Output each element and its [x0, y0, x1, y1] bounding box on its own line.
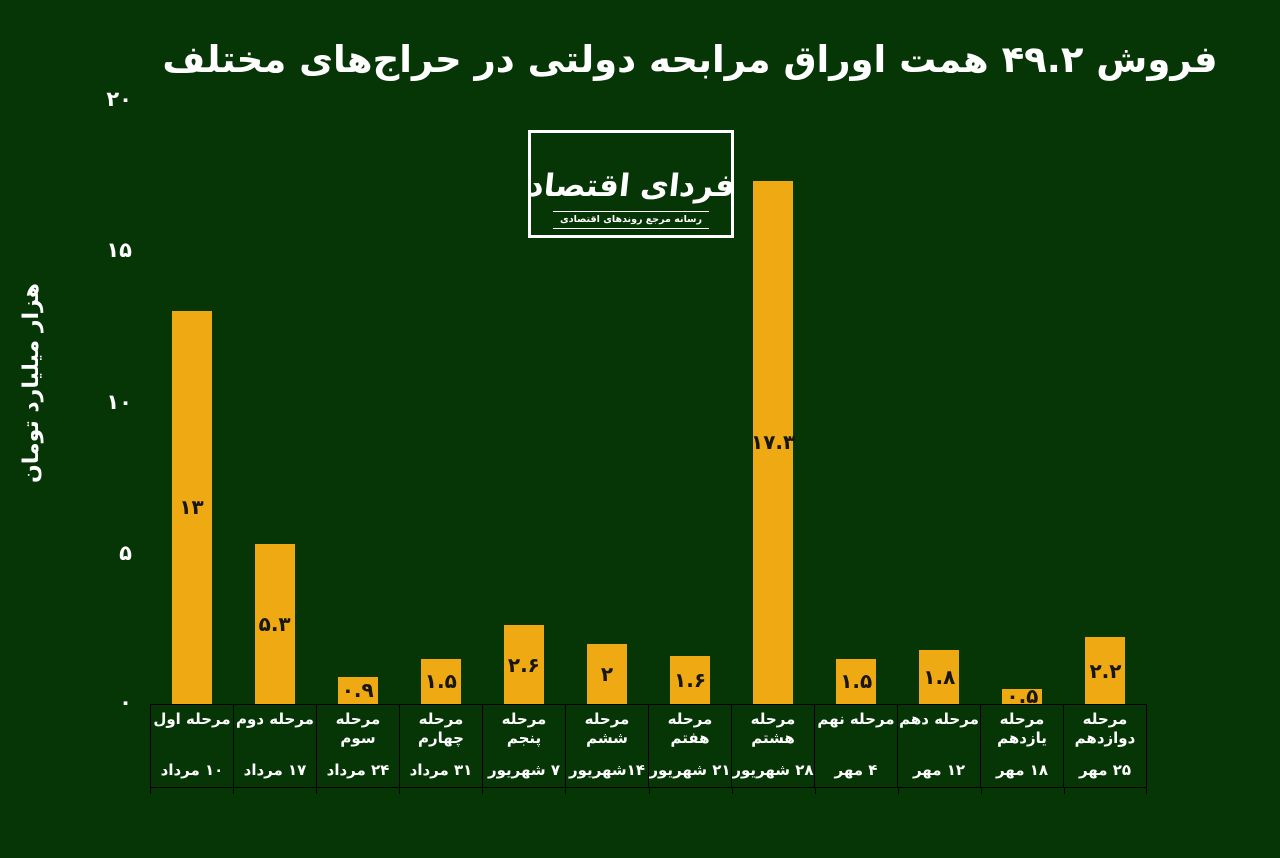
y-axis-label: هزار میلیارد تومان	[19, 283, 44, 483]
date-label: ۲۸ شهریور	[732, 761, 814, 780]
bar: ۱.۶	[670, 655, 711, 704]
x-category-cell: مرحله چهارم ۳۱ مرداد	[399, 705, 482, 787]
stage-label: مرحله دوم	[236, 710, 314, 728]
bar: ۱۷.۳	[751, 180, 796, 704]
date-label: ۲۴ مرداد	[326, 761, 390, 780]
axis-tick-stub	[731, 788, 733, 794]
x-category-cell: مرحله نهم ۴ مهر	[814, 705, 897, 787]
stage-label: مرحله پنجم	[501, 710, 547, 747]
axis-tick-stub	[1063, 788, 1065, 794]
bar-value-label: ۱.۵	[424, 669, 457, 694]
stage-label: مرحله هشتم	[750, 710, 796, 747]
bar-value-label: ۲.۲	[1089, 658, 1122, 683]
axis-tick-stub	[150, 788, 151, 794]
x-category-cell: مرحله اول ۱۰ مرداد	[151, 705, 233, 787]
bar-value-label: ۱.۶	[674, 667, 707, 692]
axis-tick-stub	[565, 788, 567, 794]
bar: ۱.۵	[836, 658, 877, 704]
date-label: ۴ مهر	[834, 761, 878, 780]
y-tick-label: ۱۵	[106, 238, 132, 263]
x-category-cell: مرحله دهم ۱۲ مهر	[897, 705, 980, 787]
bar: ۰.۵	[1002, 684, 1043, 708]
chart-title: فروش ۴۹.۲ همت اوراق مرابحه دولتی در حراج…	[162, 38, 1218, 81]
farda-eghtesad-logo: فردای اقتصاد رسانه مرجع روندهای اقتصادی	[525, 130, 737, 238]
bar-value-label: ۰.۹	[341, 678, 374, 703]
stage-label: مرحله دهم	[899, 710, 979, 728]
logo-tagline: رسانه مرجع روندهای اقتصادی	[560, 214, 702, 225]
date-label: ۲۵ مهر	[1078, 761, 1132, 780]
bar: ۱۳	[171, 310, 212, 704]
bar: ۱.۵	[420, 658, 461, 704]
bar: ۲	[586, 643, 627, 704]
stage-label: مرحله اول	[153, 710, 231, 728]
axis-tick-stub	[233, 788, 235, 794]
x-category-cell: مرحله هشتم ۲۸ شهریور	[731, 705, 814, 787]
stage-label: مرحله دوازدهم	[1074, 710, 1136, 747]
axis-tick-stub	[482, 788, 484, 794]
y-tick-label: ۲۰	[106, 87, 132, 111]
date-label: ۳۱ مرداد	[409, 761, 473, 780]
logo-divider-top	[553, 211, 709, 212]
bar: ۲.۶	[503, 625, 544, 704]
x-category-cell: مرحله دوم ۱۷ مرداد	[233, 705, 316, 787]
date-label: ۱۸ مهر	[995, 761, 1049, 780]
x-category-cell: مرحله دوازدهم ۲۵ مهر	[1063, 705, 1146, 787]
bar-value-label: ۲.۶	[507, 652, 540, 677]
bar: ۵.۳	[254, 543, 295, 704]
bar: ۰.۹	[337, 676, 378, 704]
stage-label: مرحله ششم	[584, 710, 630, 747]
date-label: ۱۲ مهر	[912, 761, 966, 780]
bar-value-label: ۱۷.۳	[751, 430, 796, 455]
stage-label: مرحله هفتم	[667, 710, 713, 747]
x-category-cell: مرحله یازدهم ۱۸ مهر	[980, 705, 1063, 787]
y-tick-label: ۰	[119, 690, 132, 714]
stage-label: مرحله چهارم	[418, 710, 464, 747]
bar: ۲.۲	[1085, 637, 1126, 704]
axis-tick-stub	[316, 788, 318, 794]
axis-tick-stub	[399, 788, 401, 794]
bar-value-label: ۱۳	[179, 495, 204, 520]
date-label: ۷ شهریور	[487, 761, 561, 780]
date-label: ۱۰ مرداد	[160, 761, 224, 780]
axis-tick-stub	[648, 788, 650, 794]
axis-tick-stub	[980, 788, 982, 794]
stage-label: مرحله سوم	[335, 710, 381, 747]
bar-value-label: ۲	[600, 661, 614, 686]
date-label: ۱۴شهریور	[569, 761, 645, 780]
x-category-cell: مرحله هفتم ۲۱ شهریور	[648, 705, 731, 787]
date-label: ۱۷ مرداد	[243, 761, 307, 780]
axis-tick-stub	[897, 788, 899, 794]
stage-label: مرحله یازدهم	[997, 710, 1047, 747]
x-category-cell: مرحله پنجم ۷ شهریور	[482, 705, 565, 787]
y-tick-label: ۱۰	[106, 389, 132, 414]
axis-tick-stub	[1146, 788, 1147, 794]
date-label: ۲۱ شهریور	[649, 761, 731, 780]
bar-value-label: ۱.۸	[923, 664, 956, 689]
axis-tick-stub	[814, 788, 816, 794]
stage-label: مرحله نهم	[817, 710, 895, 728]
logo-wordmark: فردای اقتصاد	[525, 167, 737, 204]
bar-value-label: ۵.۳	[258, 611, 291, 636]
x-axis-category-table: مرحله اول ۱۰ مرداد مرحله دوم ۱۷ مرداد مرحله …	[150, 704, 1147, 788]
logo-divider-bottom	[553, 228, 709, 229]
x-category-cell: مرحله ششم ۱۴شهریور	[565, 705, 648, 787]
x-category-cell: مرحله سوم ۲۴ مرداد	[316, 705, 399, 787]
bar-value-label: ۱.۵	[840, 669, 873, 694]
bar: ۱.۸	[919, 649, 960, 704]
y-tick-label: ۵	[119, 540, 132, 565]
